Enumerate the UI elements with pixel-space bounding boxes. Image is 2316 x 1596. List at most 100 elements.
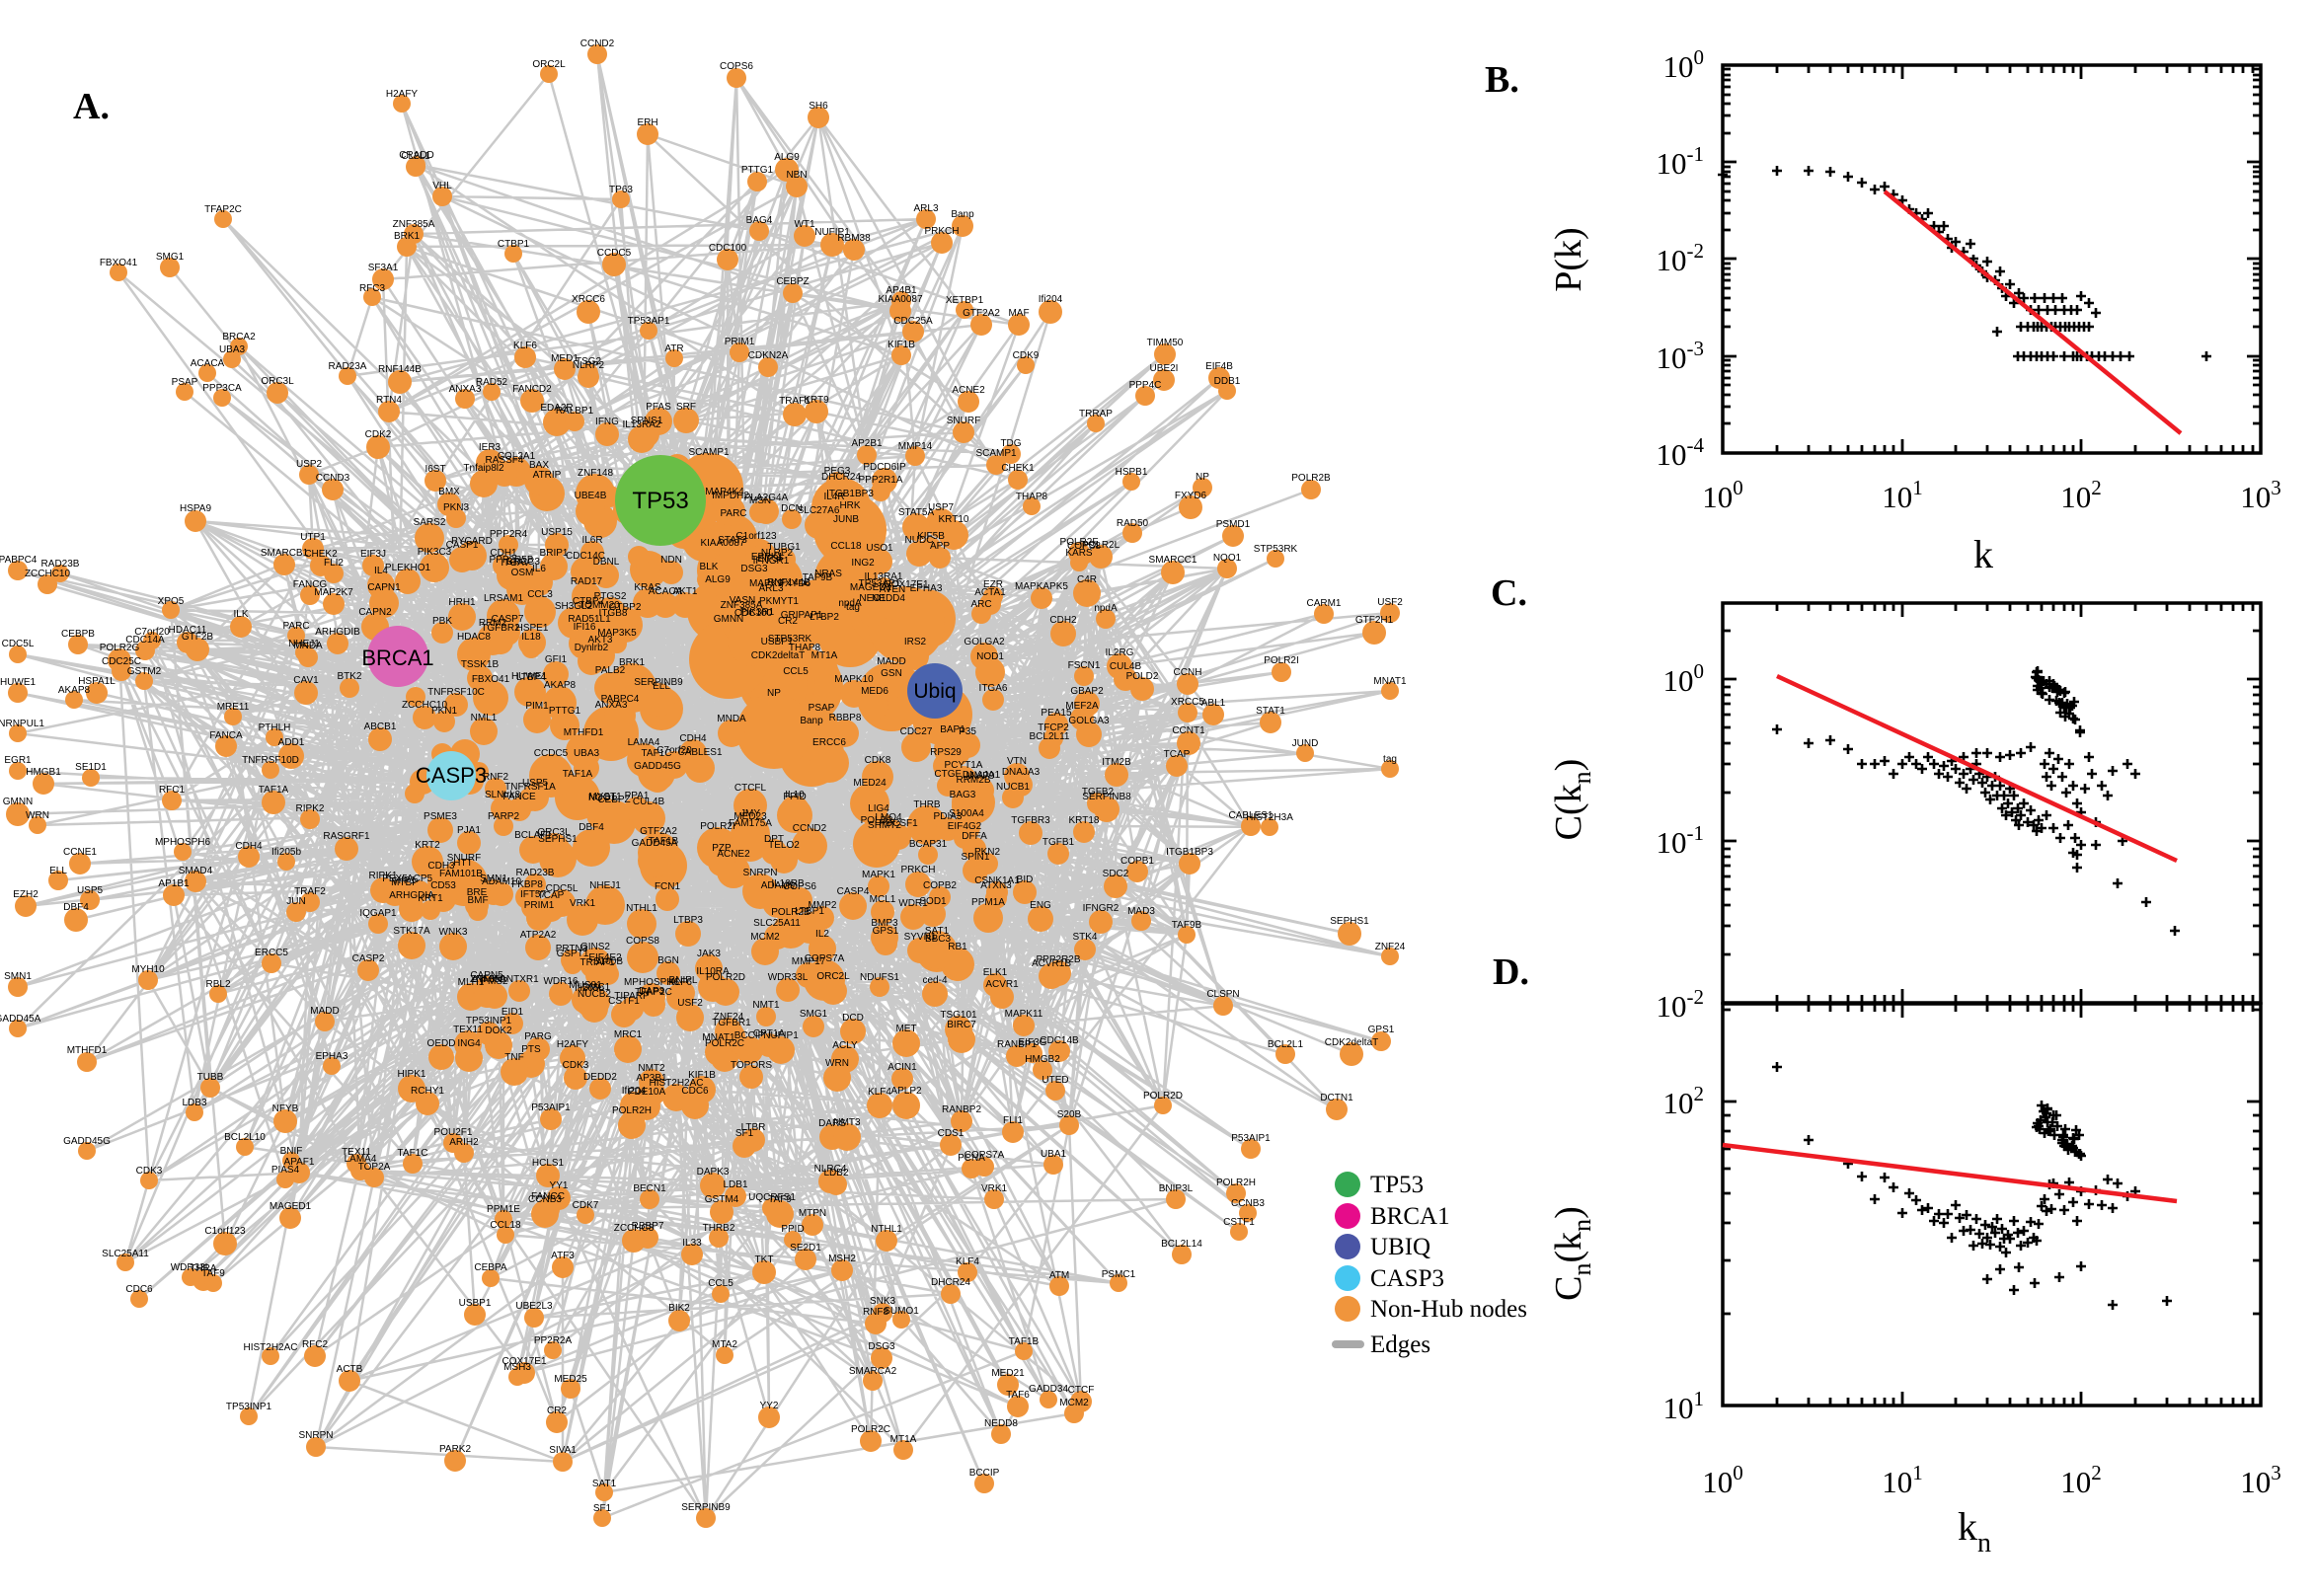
svg-text:PEG3: PEG3 [824, 466, 851, 477]
svg-text:MMP14: MMP14 [898, 441, 933, 452]
svg-text:ZCCHC8: ZCCHC8 [614, 1223, 655, 1234]
svg-text:C1orf123: C1orf123 [204, 1226, 246, 1237]
svg-text:RTN4: RTN4 [376, 395, 402, 406]
svg-text:COPS6: COPS6 [783, 881, 816, 892]
svg-text:MAF: MAF [1008, 308, 1029, 319]
svg-text:CCL18: CCL18 [490, 1220, 521, 1231]
svg-text:ITGB1BP3: ITGB1BP3 [1166, 847, 1213, 858]
svg-text:BRE: BRE [467, 887, 488, 898]
svg-text:HRH1: HRH1 [448, 597, 476, 608]
svg-text:FANCD2: FANCD2 [512, 384, 552, 395]
svg-text:Banp: Banp [800, 716, 823, 726]
svg-text:POLR2H: POLR2H [1216, 1178, 1256, 1188]
svg-text:MTHFD1: MTHFD1 [564, 727, 604, 738]
svg-text:HSPE1: HSPE1 [516, 623, 549, 634]
svg-text:RFC3: RFC3 [359, 283, 386, 294]
svg-text:MNDA: MNDA [717, 714, 746, 724]
svg-text:GTF2H1: GTF2H1 [1355, 615, 1394, 626]
svg-text:LTBP2: LTBP2 [810, 612, 839, 623]
svg-text:ACACA: ACACA [649, 586, 683, 597]
svg-text:EIF4G2: EIF4G2 [948, 821, 982, 832]
svg-text:CASP7: CASP7 [492, 614, 524, 625]
svg-text:BCAP31: BCAP31 [909, 839, 948, 850]
svg-text:P53AIP1: P53AIP1 [1231, 1133, 1271, 1144]
svg-text:TGFB1: TGFB1 [1042, 837, 1075, 848]
svg-text:BID: BID [1017, 874, 1034, 885]
svg-text:TAF1B: TAF1B [649, 836, 679, 847]
svg-text:CSNK1A1: CSNK1A1 [974, 875, 1020, 886]
svg-text:TOPORS: TOPORS [731, 1060, 772, 1071]
svg-text:DSG3: DSG3 [868, 1341, 895, 1352]
svg-text:ING4: ING4 [457, 1038, 481, 1049]
svg-text:ZNF385A: ZNF385A [721, 600, 763, 611]
svg-text:TAF1B: TAF1B [1009, 1336, 1040, 1347]
svg-text:NQO1: NQO1 [1213, 553, 1242, 564]
svg-text:MAPK10: MAPK10 [834, 674, 874, 685]
svg-text:ABL1: ABL1 [1201, 698, 1226, 709]
svg-text:PCNA: PCNA [958, 1153, 985, 1164]
svg-text:k: k [1973, 532, 1993, 576]
svg-text:RRM2: RRM2 [479, 618, 507, 629]
svg-text:IRS2: IRS2 [904, 637, 927, 647]
svg-text:RFC1: RFC1 [159, 785, 186, 796]
svg-text:CCL5: CCL5 [708, 1278, 733, 1289]
svg-text:TUBB: TUBB [197, 1072, 224, 1083]
svg-text:ELL: ELL [49, 866, 67, 876]
svg-text:GADD45A: GADD45A [0, 1014, 41, 1025]
svg-text:KRAS: KRAS [634, 582, 661, 593]
svg-text:CDH4: CDH4 [235, 841, 263, 852]
svg-text:CHEK2: CHEK2 [304, 549, 338, 560]
svg-text:PABPC4: PABPC4 [601, 694, 640, 705]
svg-text:POLR2C: POLR2C [705, 1038, 744, 1049]
svg-text:BCL2L14: BCL2L14 [1161, 1239, 1202, 1250]
svg-text:B.: B. [1485, 59, 1519, 101]
svg-text:BCCIP: BCCIP [969, 1468, 1000, 1479]
svg-text:ORC3L: ORC3L [261, 376, 294, 387]
svg-text:TGFBR1: TGFBR1 [712, 1018, 751, 1028]
svg-text:IL2RG: IL2RG [1106, 647, 1134, 658]
svg-text:HMGB1: HMGB1 [26, 767, 61, 778]
svg-text:USP15: USP15 [541, 527, 573, 538]
svg-text:PKMYT1: PKMYT1 [759, 596, 799, 607]
svg-text:MED25: MED25 [554, 1374, 587, 1385]
svg-text:DMC1: DMC1 [582, 982, 611, 993]
svg-text:COL2A1: COL2A1 [498, 451, 536, 462]
svg-text:WNK3: WNK3 [439, 927, 468, 938]
svg-text:Ifi205b: Ifi205b [271, 847, 301, 858]
svg-text:HIST2H2AC: HIST2H2AC [649, 1078, 703, 1089]
svg-text:CABLES1: CABLES1 [677, 747, 722, 758]
svg-text:HSPA1L: HSPA1L [78, 676, 116, 687]
svg-text:ARIH2: ARIH2 [449, 1137, 479, 1148]
svg-text:C7orf20: C7orf20 [134, 627, 170, 638]
svg-text:TAF9B: TAF9B [1172, 920, 1202, 931]
svg-text:TCAP: TCAP [538, 890, 565, 901]
svg-text:RB1: RB1 [948, 942, 967, 952]
svg-text:ACVR1B: ACVR1B [1032, 958, 1071, 969]
svg-text:RNF2: RNF2 [483, 772, 509, 783]
svg-text:PCYT1A: PCYT1A [945, 760, 983, 771]
svg-text:CDC14B: CDC14B [1040, 1035, 1079, 1046]
svg-text:CDC5L: CDC5L [2, 639, 35, 649]
svg-text:STK4: STK4 [1072, 932, 1097, 943]
svg-text:IL6R: IL6R [581, 535, 602, 546]
svg-text:POLR2C: POLR2C [851, 1424, 890, 1435]
svg-text:SNURF: SNURF [947, 416, 980, 426]
svg-text:RIPK2: RIPK2 [296, 803, 325, 814]
svg-text:POLR2F: POLR2F [1060, 537, 1099, 548]
svg-text:PSAP: PSAP [172, 377, 198, 388]
svg-text:TGFBR3: TGFBR3 [1011, 815, 1050, 826]
svg-text:RAD23A: RAD23A [329, 361, 367, 372]
svg-text:MPHOSPH6: MPHOSPH6 [155, 837, 211, 848]
svg-text:DNAJA1: DNAJA1 [963, 770, 1001, 781]
svg-text:BTK2: BTK2 [337, 671, 361, 682]
svg-text:USBP1: USBP1 [459, 1298, 492, 1309]
svg-text:RNF144B: RNF144B [378, 364, 422, 375]
svg-text:EIF3J: EIF3J [360, 549, 386, 560]
svg-text:AKT1: AKT1 [672, 586, 697, 597]
svg-text:Dynlrb2: Dynlrb2 [575, 643, 609, 653]
svg-text:STAT5A: STAT5A [898, 507, 935, 518]
svg-text:RPS29: RPS29 [930, 747, 962, 758]
svg-text:NTHL1: NTHL1 [871, 1224, 902, 1235]
svg-text:GMNN: GMNN [3, 797, 34, 807]
svg-text:POLR2I: POLR2I [700, 821, 735, 832]
